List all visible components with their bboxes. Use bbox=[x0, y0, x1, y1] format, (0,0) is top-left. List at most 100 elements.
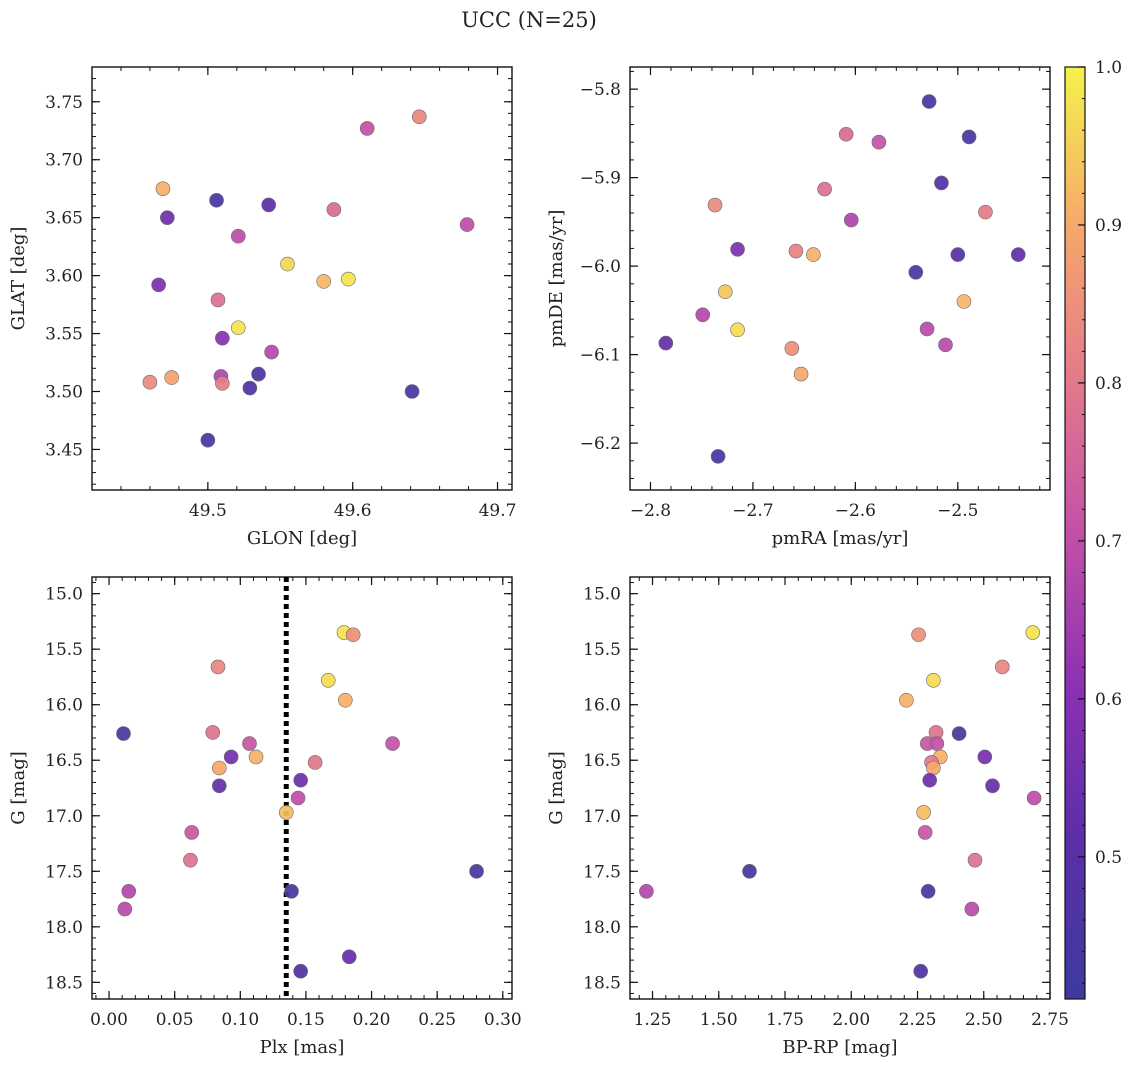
data-point bbox=[951, 726, 967, 741]
data-point bbox=[710, 449, 726, 464]
data-point bbox=[215, 376, 230, 391]
x-tick-label: 0.00 bbox=[90, 1010, 128, 1030]
data-point bbox=[929, 736, 945, 751]
y-tick-label: 18.5 bbox=[583, 973, 621, 993]
y-tick-label: 16.5 bbox=[583, 751, 621, 771]
x-tick-label: 2.00 bbox=[832, 1010, 870, 1030]
y-tick-label: 17.0 bbox=[45, 807, 83, 827]
data-point bbox=[459, 217, 475, 232]
data-point bbox=[917, 825, 933, 840]
x-tick-label: 0.10 bbox=[221, 1010, 259, 1030]
x-tick-label: 0.20 bbox=[353, 1010, 391, 1030]
x-tick-label: 0.30 bbox=[484, 1010, 522, 1030]
data-point bbox=[938, 337, 953, 353]
plot-frame bbox=[91, 576, 513, 1000]
panel-plx-g: 0.00 0.05 0.10 0.15 0.20 0.25 0.30 15.0 15.5 16.0… bbox=[8, 576, 522, 1058]
data-point bbox=[160, 210, 175, 225]
data-point bbox=[142, 374, 158, 390]
data-point bbox=[155, 181, 171, 196]
data-point bbox=[871, 134, 887, 150]
y-axis-label: G [mag] bbox=[8, 751, 29, 824]
panel-bprp-g: 1.25 1.50 1.75 2.00 2.25 2.50 2.75 15.0 15.5 16.0… bbox=[546, 576, 1069, 1058]
colorbar-tick-label: 0.8 bbox=[1095, 374, 1122, 394]
data-point bbox=[164, 370, 179, 385]
data-point bbox=[210, 292, 226, 308]
data-point bbox=[995, 659, 1010, 675]
data-point bbox=[248, 749, 264, 765]
x-axis-label: BP-RP [mag] bbox=[782, 1037, 897, 1058]
colorbar-tick-label: 0.9 bbox=[1095, 216, 1122, 236]
data-point bbox=[338, 692, 353, 708]
colorbar-gradient bbox=[1064, 66, 1086, 1000]
data-point bbox=[230, 320, 246, 336]
x-tick-label: 49.6 bbox=[334, 501, 372, 521]
x-tick-label: 1.25 bbox=[634, 1010, 672, 1030]
y-tick-label: 15.5 bbox=[45, 640, 83, 660]
data-point bbox=[200, 432, 216, 448]
data-point bbox=[793, 366, 809, 382]
data-point bbox=[806, 247, 821, 262]
x-tick-label: −2.5 bbox=[937, 501, 978, 521]
data-point bbox=[961, 129, 977, 145]
panel-pmra-pmde: −2.8 −2.7 −2.6 −2.5 −6.2 −6.1 −6.0 −5.9 −5.8 pmRA… bbox=[546, 66, 1051, 549]
y-tick-label: −6.0 bbox=[580, 257, 621, 277]
data-point bbox=[742, 863, 757, 879]
y-tick-label: 3.70 bbox=[45, 151, 83, 171]
data-point bbox=[843, 212, 859, 228]
data-point bbox=[926, 672, 941, 688]
data-point bbox=[788, 243, 804, 259]
data-point bbox=[913, 963, 928, 979]
data-point bbox=[345, 627, 361, 643]
y-tick-label: 15.0 bbox=[45, 585, 83, 605]
x-tick-label: 1.75 bbox=[766, 1010, 804, 1030]
data-point bbox=[212, 778, 227, 794]
data-point bbox=[412, 109, 427, 125]
y-tick-label: 16.0 bbox=[583, 696, 621, 716]
x-axis-label: Plx [mas] bbox=[260, 1037, 345, 1058]
data-point bbox=[404, 384, 420, 399]
y-tick-label: 3.45 bbox=[45, 440, 83, 460]
x-tick-label: 49.7 bbox=[479, 501, 517, 521]
y-tick-label: 3.65 bbox=[45, 209, 83, 229]
data-point bbox=[183, 852, 198, 868]
data-point bbox=[658, 335, 674, 351]
y-tick-label: −5.8 bbox=[580, 80, 621, 100]
plot-frame bbox=[91, 66, 513, 491]
y-tick-label: 18.5 bbox=[45, 973, 83, 993]
data-point bbox=[209, 192, 224, 208]
data-point bbox=[151, 277, 166, 293]
x-tick-label: 2.50 bbox=[965, 1010, 1003, 1030]
data-point bbox=[121, 883, 137, 899]
data-point bbox=[838, 126, 854, 142]
y-axis-label: G [mag] bbox=[546, 751, 567, 824]
data-point bbox=[926, 760, 941, 776]
x-tick-label: 0.15 bbox=[287, 1010, 325, 1030]
data-point bbox=[985, 778, 1000, 794]
data-point bbox=[1010, 247, 1026, 262]
data-point bbox=[290, 790, 306, 806]
data-point bbox=[978, 204, 993, 220]
data-point bbox=[817, 181, 832, 197]
data-point bbox=[921, 94, 937, 109]
data-point bbox=[307, 755, 323, 770]
panel-glon-glat: 49.5 49.6 49.7 3.45 3.50 3.55 3.60 3.65 3.70 3.75… bbox=[8, 66, 517, 549]
data-point bbox=[717, 284, 733, 300]
data-point bbox=[911, 627, 926, 643]
colorbar-tick-label: 0.7 bbox=[1095, 532, 1122, 552]
x-tick-label: 2.25 bbox=[899, 1010, 937, 1030]
data-point bbox=[341, 949, 357, 965]
data-point bbox=[1026, 790, 1042, 806]
y-tick-label: 18.0 bbox=[583, 918, 621, 938]
data-point bbox=[242, 380, 258, 396]
data-point bbox=[707, 197, 723, 213]
data-point bbox=[469, 863, 484, 879]
data-point bbox=[210, 659, 226, 675]
figure-title: UCC (N=25) bbox=[461, 8, 597, 32]
y-tick-label: 16.0 bbox=[45, 696, 83, 716]
x-tick-label: −2.6 bbox=[835, 501, 876, 521]
data-point bbox=[950, 247, 966, 262]
data-point bbox=[117, 901, 133, 917]
data-point bbox=[212, 760, 227, 776]
x-tick-label: −2.8 bbox=[630, 501, 671, 521]
